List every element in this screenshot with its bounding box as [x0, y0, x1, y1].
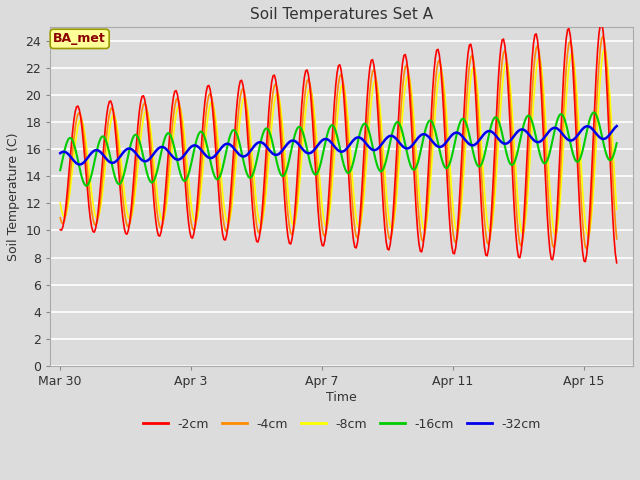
Y-axis label: Soil Temperature (C): Soil Temperature (C) — [7, 132, 20, 261]
Title: Soil Temperatures Set A: Soil Temperatures Set A — [250, 7, 433, 22]
X-axis label: Time: Time — [326, 391, 357, 404]
Legend: -2cm, -4cm, -8cm, -16cm, -32cm: -2cm, -4cm, -8cm, -16cm, -32cm — [138, 413, 546, 436]
Text: BA_met: BA_met — [53, 32, 106, 45]
